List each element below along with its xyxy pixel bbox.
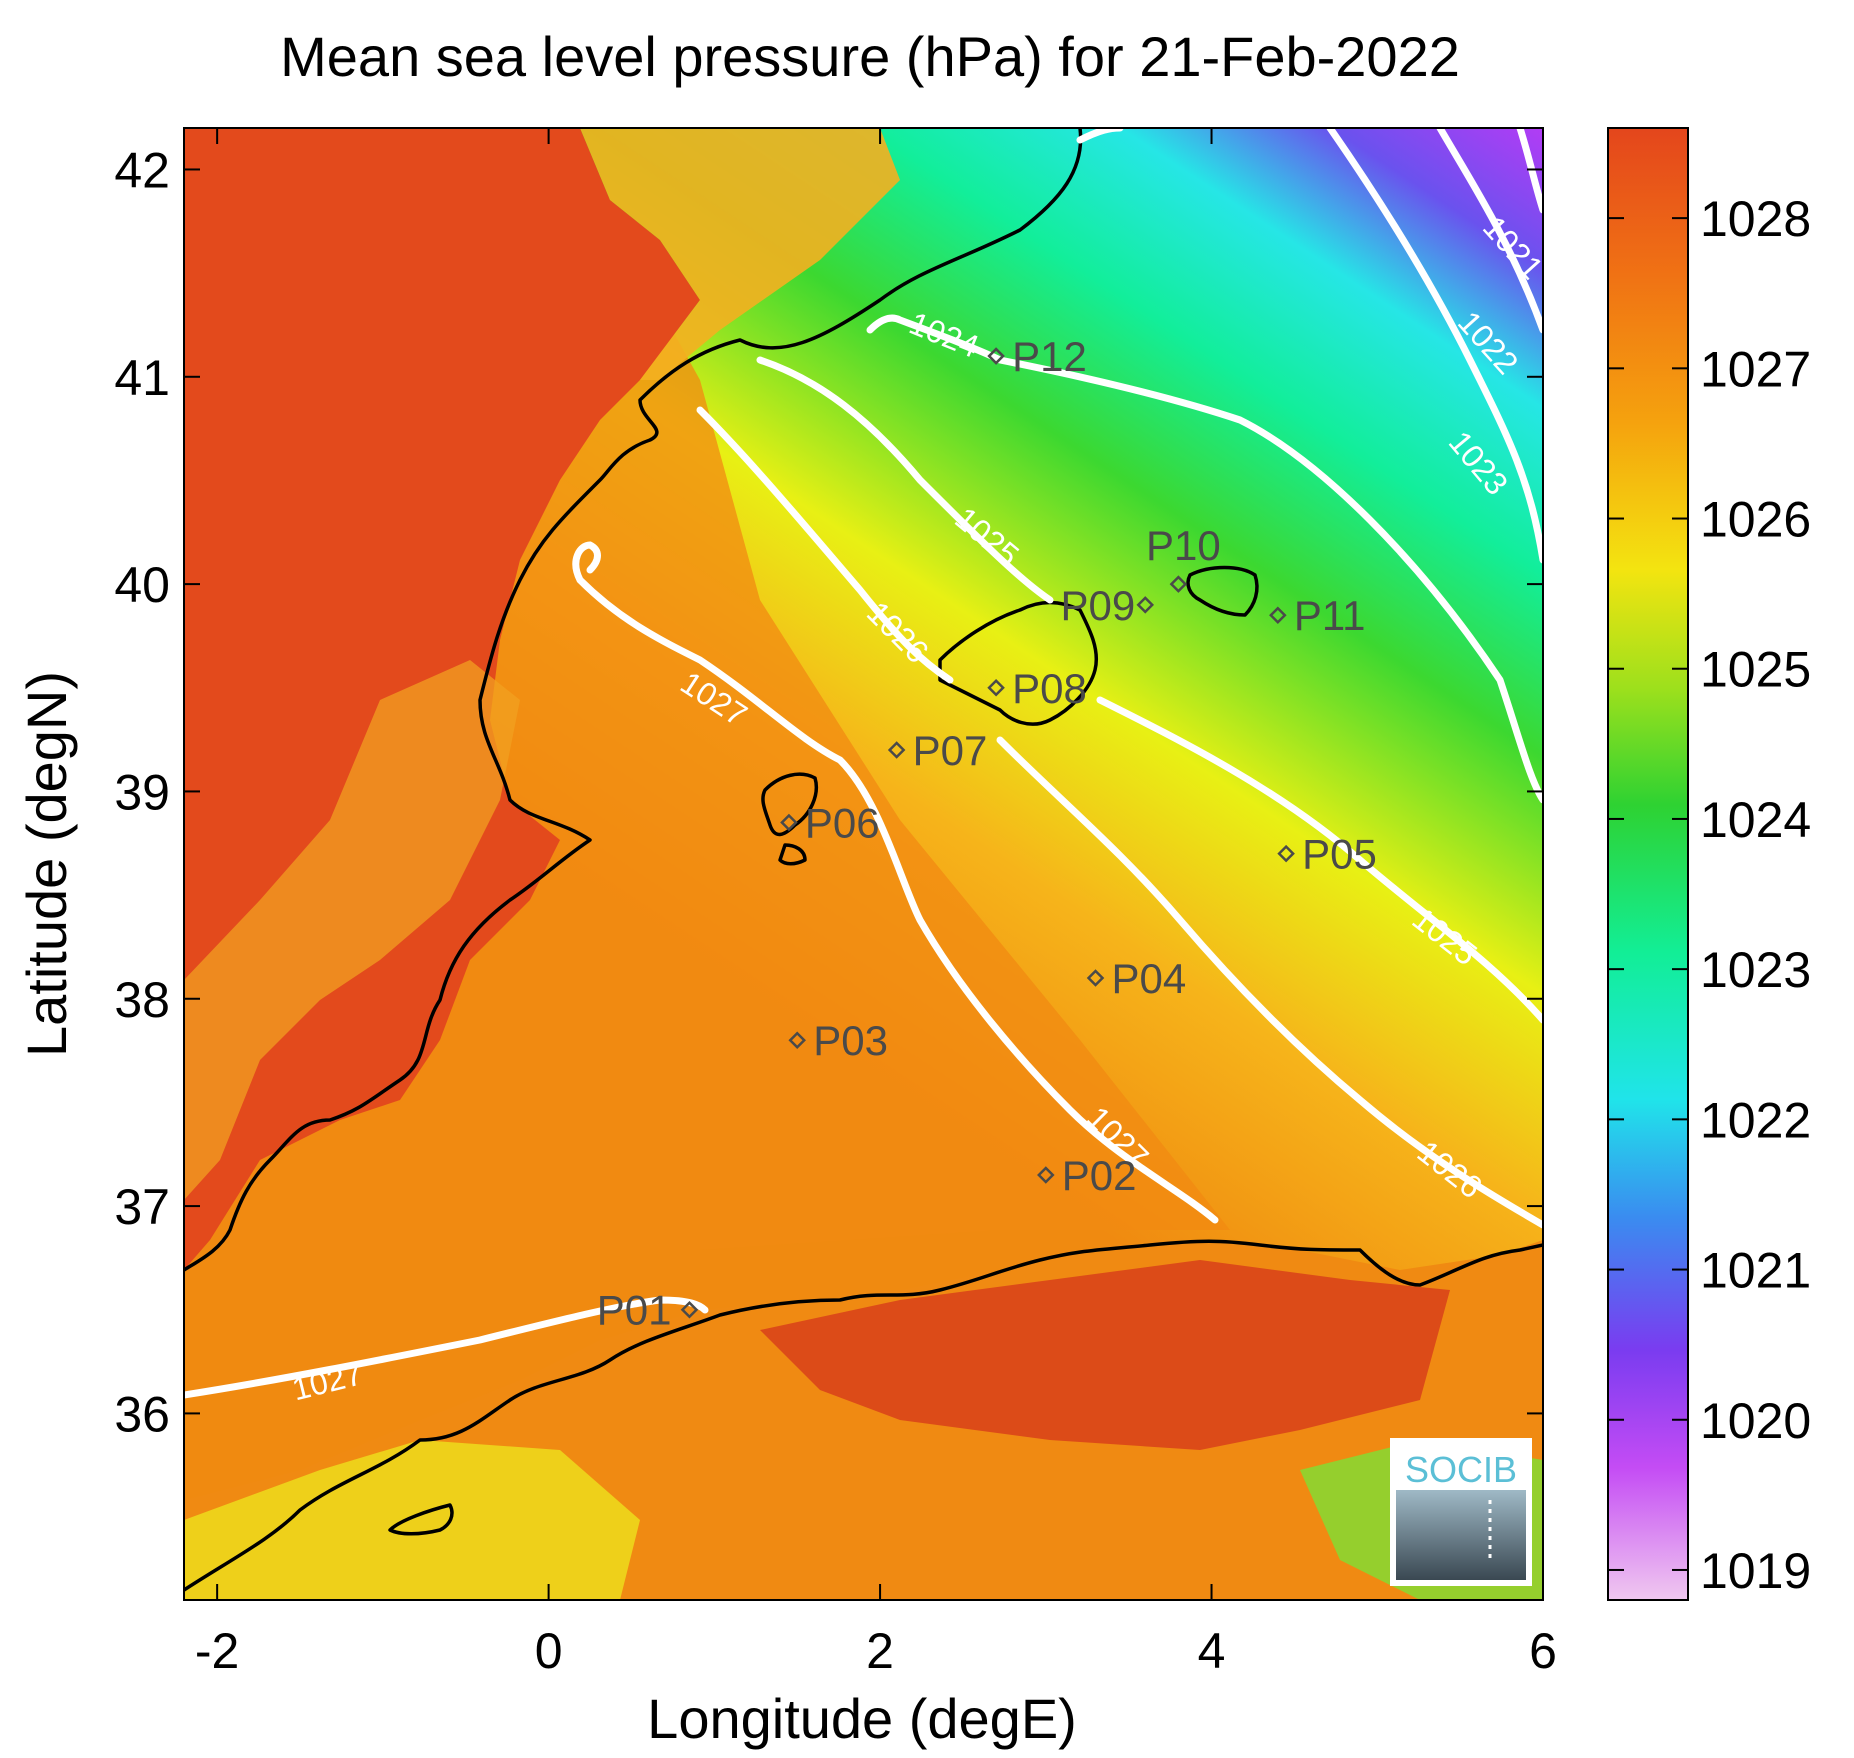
station-p07[interactable]: P07 [887,727,988,774]
station-label: P10 [1146,522,1221,569]
station-marker-icon [780,813,798,832]
y-tick-label: 37 [114,1179,170,1235]
y-tick-label: 36 [114,1386,170,1442]
station-label: P01 [597,1287,672,1334]
x-tick-label: 0 [535,1623,563,1679]
logo-text: SOCIB [1405,1449,1517,1490]
station-p10[interactable]: P10 [1146,522,1221,593]
station-p02[interactable]: P02 [1037,1152,1137,1199]
africa-high-land [760,1260,1450,1450]
station-marker-icon [1086,969,1105,987]
map-area: 1021 1022 1023 1024 1025 1025 1026 1026 … [184,128,1543,1600]
mallorca-island [938,600,1099,726]
iberia-east-land [184,660,520,1200]
colorbar-tick-label: 1019 [1700,1543,1811,1599]
colorbar-tick-label: 1021 [1700,1243,1811,1299]
colorbar: 1028 1027 1026 1025 1024 1023 1022 1021 1020 1019 [1607,127,1811,1601]
y-axis-label: Latitude (degN) [15,671,78,1057]
colorbar-tick-label: 1023 [1700,942,1811,998]
y-tick-label: 42 [114,142,170,198]
x-tick-label: 2 [866,1623,894,1679]
alboran-island-outline [388,1503,454,1536]
contour-line-1027-north [572,541,1219,1224]
colorbar-tick-label: 1024 [1700,792,1811,848]
station-p12[interactable]: P12 [987,333,1087,380]
station-p04[interactable]: P04 [1086,955,1187,1002]
station-label: P02 [1062,1152,1137,1199]
y-tick-label: 39 [114,764,170,820]
menorca-island [1186,565,1259,617]
station-p11[interactable]: P11 [1269,592,1366,639]
station-marker-icon [1136,596,1155,614]
station-marker-icon [788,1031,806,1049]
station-p08[interactable]: P08 [987,665,1087,712]
x-axis-label: Longitude (degE) [647,1687,1077,1750]
station-marker-icon [1169,575,1188,593]
chart-title: Mean sea level pressure (hPa) for 21-Feb… [280,25,1460,88]
contour-line-1025 [756,356,1543,1024]
x-tick-label: 4 [1198,1623,1226,1679]
station-p06[interactable]: P06 [780,800,880,847]
colorbar-tick-label: 1027 [1700,341,1811,397]
station-label: P07 [913,727,988,774]
formentera-island [778,843,807,866]
station-label: P05 [1302,831,1377,878]
plot-frame [183,127,1544,1601]
station-label: P09 [1061,582,1136,629]
station-marker-icon [887,741,906,759]
socib-logo: SOCIB [1390,1438,1532,1586]
contour-line-1023 [1326,128,1543,564]
colorbar-gradient [1607,127,1689,1601]
station-marker-icon [987,347,1005,365]
station-label: P03 [813,1017,888,1064]
y-tick-label: 40 [114,557,170,613]
africa-west-land [184,1440,640,1600]
colorbar-tick-label: 1020 [1700,1393,1811,1449]
contour-line-1027-south [184,1296,709,1399]
colorbar-tick-label: 1022 [1700,1092,1811,1148]
station-p03[interactable]: P03 [788,1017,888,1064]
contour-line-1022 [1436,128,1543,334]
station-label: P06 [805,800,880,847]
colorbar-ticks: 1028 1027 1026 1025 1024 1023 1022 1021 1020 1019 [1608,191,1811,1599]
iberia-coastline [184,128,1083,1272]
contour-line-1021 [1516,128,1543,214]
station-marker-icon [1269,606,1287,624]
station-marker-icon [680,1300,699,1319]
y-axis: 42 41 40 39 38 37 36 [114,142,1543,1442]
station-p09[interactable]: P09 [1061,582,1155,629]
station-marker-icon [1277,844,1295,863]
colorbar-tick-label: 1028 [1700,191,1811,247]
station-marker-icon [987,679,1005,697]
station-label: P12 [1012,333,1087,380]
y-tick-label: 41 [114,350,170,406]
contour-line-1026 [696,406,1543,1229]
station-label: P04 [1112,955,1187,1002]
africa-coastline [184,1239,1543,1592]
station-marker-icon [1037,1166,1055,1184]
x-tick-label: 6 [1529,1623,1557,1679]
station-p01[interactable]: P01 [597,1287,699,1334]
x-axis: -2 0 2 4 6 [195,128,1557,1679]
iberia-coast-land [580,128,900,380]
station-label: P08 [1012,665,1087,712]
colorbar-tick-label: 1026 [1700,492,1811,548]
station-label: P11 [1294,592,1366,639]
colorbar-tick-label: 1025 [1700,642,1811,698]
station-p05[interactable]: P05 [1277,831,1377,878]
y-tick-label: 38 [114,972,170,1028]
x-tick-label: -2 [195,1623,239,1679]
